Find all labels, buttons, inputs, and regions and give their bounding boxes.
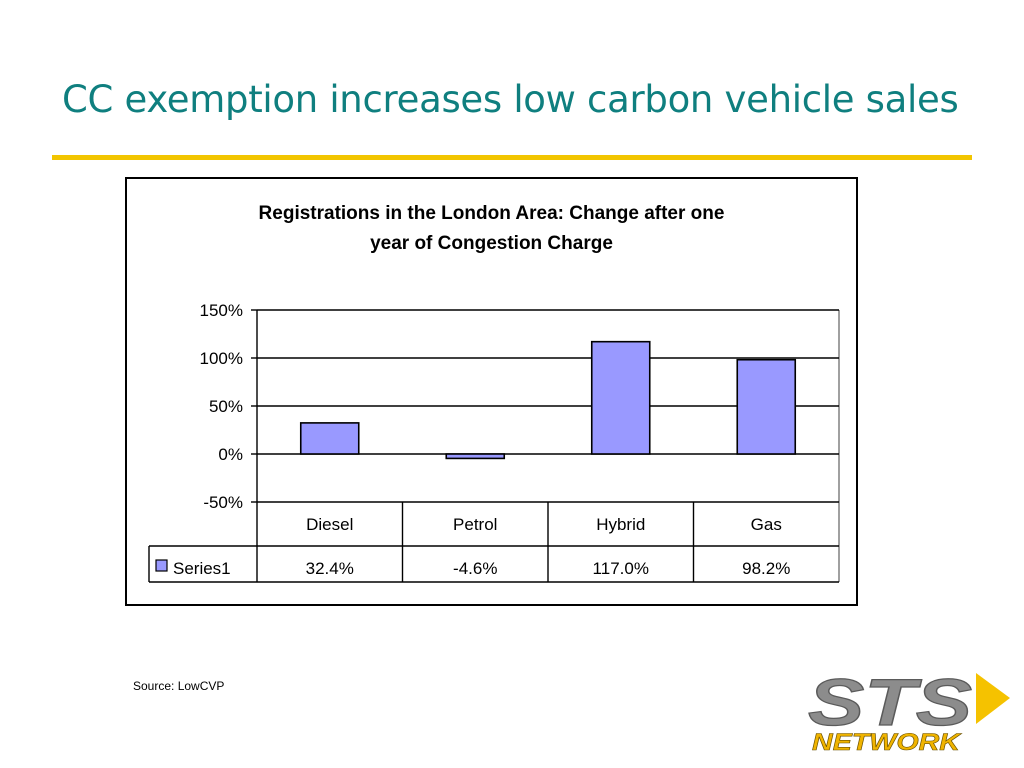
- legend-series-label: Series1: [173, 559, 231, 578]
- bar-diesel: [299, 422, 360, 455]
- sts-network-logo: STS NETWORK: [807, 668, 1010, 756]
- y-tick-label: 50%: [209, 397, 243, 416]
- y-tick-label: -50%: [203, 493, 243, 512]
- bar-gas: [736, 358, 797, 455]
- y-tick-label: 0%: [218, 445, 243, 464]
- category-label-petrol: Petrol: [453, 515, 497, 534]
- category-label-gas: Gas: [751, 515, 782, 534]
- source-note: Source: LowCVP: [133, 679, 225, 693]
- chart-title: Registrations in the London Area: Change…: [258, 203, 725, 254]
- data-label-hybrid: 117.0%: [593, 559, 649, 578]
- category-label-hybrid: Hybrid: [596, 515, 645, 534]
- data-label-gas: 98.2%: [742, 559, 790, 578]
- data-label-diesel: 32.4%: [306, 559, 354, 578]
- bar-petrol: [445, 453, 506, 460]
- title-divider: [52, 155, 972, 160]
- data-label-petrol: -4.6%: [453, 559, 497, 578]
- y-tick-label: 100%: [200, 349, 243, 368]
- bar-chart: -50% 0% 50% 100% 150% Diesel Petrol Hybrid Gas 32…: [148, 301, 840, 583]
- logo-sts-text: STS: [808, 668, 972, 739]
- legend-swatch: [155, 559, 168, 572]
- slide-title: CC exemption increases low carbon vehicl…: [62, 78, 959, 121]
- bar-hybrid: [590, 340, 651, 455]
- y-tick-label: 150%: [200, 301, 243, 320]
- chart-frame: Registrations in the London Area: Change…: [125, 177, 858, 606]
- category-label-diesel: Diesel: [306, 515, 353, 534]
- logo-network-text: NETWORK: [812, 729, 962, 756]
- logo-arrow-icon: [976, 673, 1010, 724]
